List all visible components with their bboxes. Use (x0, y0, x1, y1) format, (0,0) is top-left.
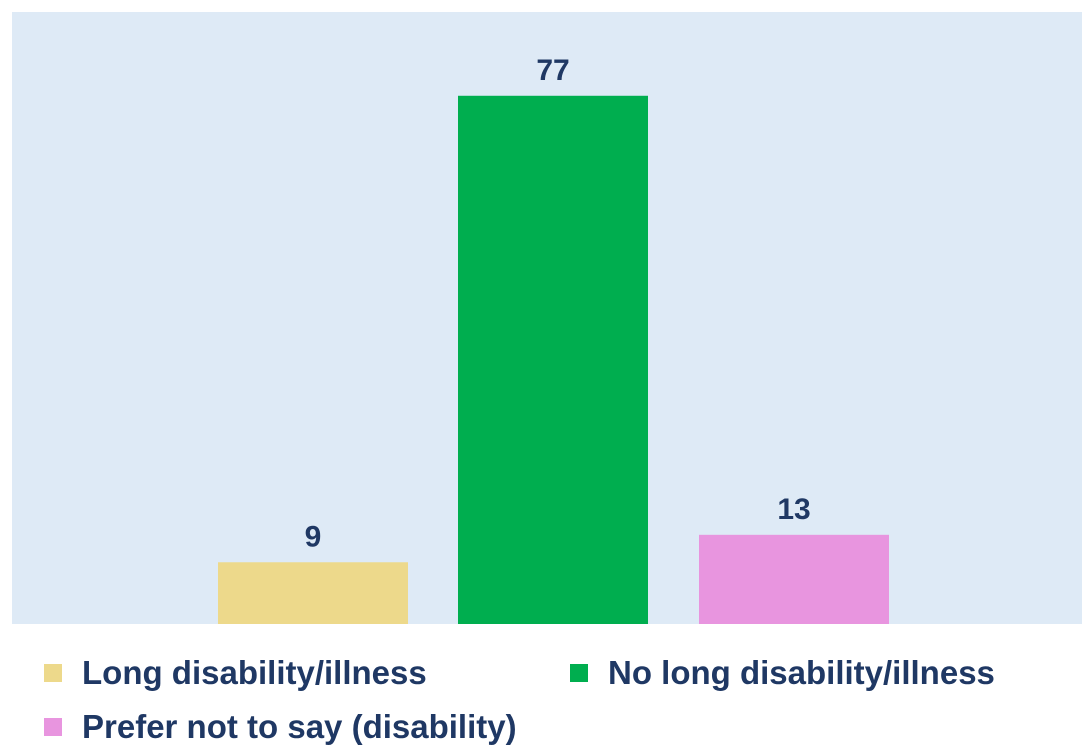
legend-item-3: Prefer not to say (disability) (44, 708, 517, 745)
legend-swatch-1 (44, 664, 62, 682)
legend: Long disability/illness No long disabilit… (44, 654, 995, 745)
legend-item-1: Long disability/illness (44, 654, 427, 691)
data-label-1: 9 (305, 520, 322, 553)
data-label-3: 13 (777, 493, 810, 526)
bars-group (218, 95, 889, 624)
bar-2 (458, 95, 648, 624)
data-label-2: 77 (536, 54, 569, 87)
legend-swatch-3 (44, 718, 62, 736)
value-labels-group: 9 77 13 (305, 54, 811, 553)
legend-label-1: Long disability/illness (82, 654, 427, 691)
legend-label-2: No long disability/illness (608, 654, 995, 691)
bar-1 (218, 562, 408, 624)
legend-item-2: No long disability/illness (570, 654, 995, 691)
legend-label-3: Prefer not to say (disability) (82, 708, 517, 745)
legend-swatch-2 (570, 664, 588, 682)
bar-3 (699, 534, 889, 624)
